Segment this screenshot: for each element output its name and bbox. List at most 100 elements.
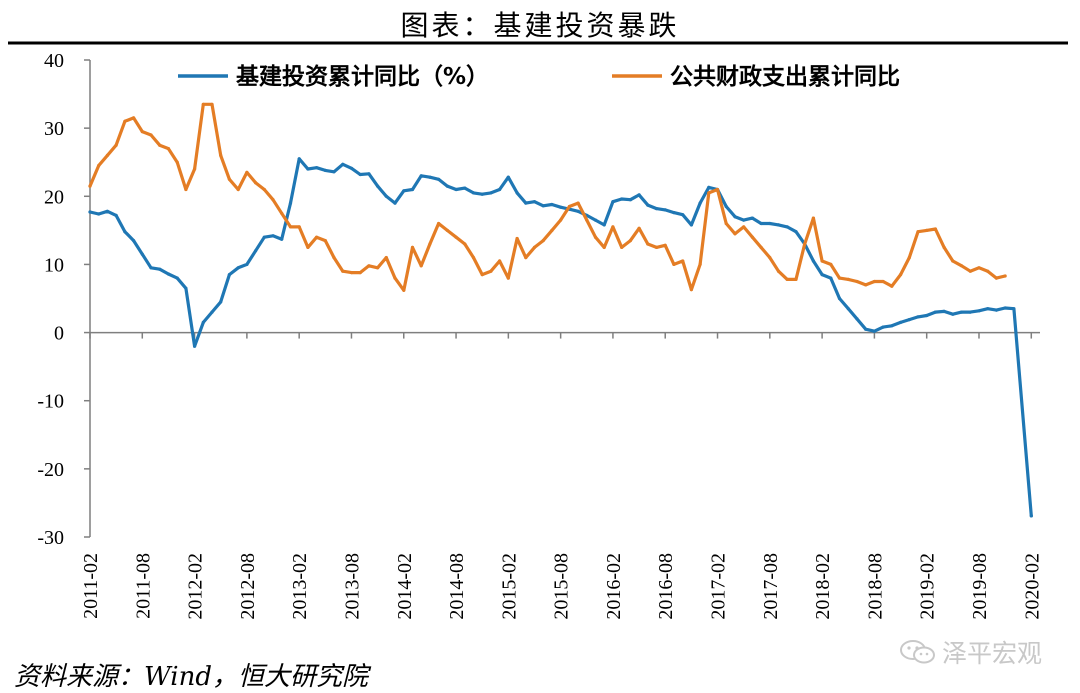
series-2-point (315, 235, 319, 239)
series-2-point (297, 225, 301, 229)
series-2-point (254, 181, 258, 185)
chart-legend: 基建投资累计同比（%） 公共财政支出累计同比 (178, 63, 900, 90)
series-1-point (227, 273, 231, 277)
series-1-point (393, 201, 397, 205)
series-1-point (837, 296, 842, 301)
series-2-point (672, 262, 676, 266)
series-2-point (776, 269, 781, 273)
x-tick-label: 2015-02 (498, 553, 520, 620)
series-1-point (1003, 306, 1007, 310)
x-tick-label: 2013-02 (289, 553, 311, 620)
series-1-point (960, 310, 964, 314)
series-1-point (437, 177, 441, 181)
series-2-point (332, 256, 336, 260)
series-2-point (933, 227, 938, 231)
series-1-point (280, 237, 284, 241)
series-2-point (899, 273, 903, 277)
x-tick-label: 2016-08 (655, 553, 677, 620)
series-1-point (489, 191, 493, 195)
series-1-point (864, 327, 868, 331)
x-tick-label: 2017-02 (708, 553, 730, 620)
series-1-point (262, 235, 266, 239)
series-2-point (445, 228, 449, 232)
series-2-point (602, 245, 606, 249)
series-1-point (663, 208, 667, 212)
series-2-point (715, 187, 720, 192)
series-1-point (193, 344, 197, 348)
series-2-point (742, 225, 746, 229)
series-1-point (925, 313, 929, 318)
y-tick-label: -10 (37, 391, 64, 413)
series-1-point (410, 187, 415, 192)
series-1-point (681, 213, 685, 217)
series-1-point (105, 209, 109, 213)
series-1-point (297, 157, 301, 161)
series-1-point (384, 194, 388, 198)
series-2-point (907, 256, 911, 260)
series-2-point (140, 130, 144, 134)
chart-series (88, 102, 1033, 518)
series-1-point (175, 276, 179, 280)
series-2-point (846, 277, 850, 281)
series-2-point (175, 160, 179, 164)
series-2-point (942, 245, 946, 249)
series-2-point (376, 266, 380, 270)
series-1-point (977, 309, 981, 313)
series-1-point (349, 166, 354, 170)
x-tick-label: 2013-08 (341, 553, 363, 620)
series-1-point (288, 201, 293, 205)
y-tick-label: 30 (44, 118, 64, 140)
series-2-point (471, 256, 476, 260)
x-tick-label: 2019-08 (969, 553, 991, 620)
x-tick-label: 2012-02 (185, 553, 207, 620)
series-2-point (541, 239, 545, 243)
series-1-point (811, 259, 816, 263)
series-1-point (219, 300, 223, 304)
series-2-point (349, 271, 354, 275)
series-2-point (193, 167, 197, 171)
series-1-point (951, 312, 955, 316)
series-2-point (811, 216, 816, 220)
series-2-point (872, 279, 877, 284)
series-2-point (393, 276, 397, 280)
series-2-point (768, 256, 772, 260)
series-1-point (986, 307, 990, 311)
series-1-point (140, 252, 144, 256)
series-1-point (881, 325, 885, 329)
series-2-point (576, 201, 580, 205)
series-2-point (994, 276, 999, 280)
series-2-point (114, 143, 118, 147)
series-1-point (1012, 307, 1016, 311)
series-1-point (210, 310, 214, 314)
series-1-point (672, 211, 676, 215)
series-2-point (794, 277, 798, 281)
series-2-point (968, 269, 972, 273)
y-tick-label: 10 (44, 254, 64, 276)
series-2-point (698, 262, 702, 266)
source-note: 资料来源：Wind，恒大研究院 (14, 662, 368, 692)
series-2-point (916, 230, 920, 234)
series-1-point (916, 315, 920, 319)
series-1-point (341, 162, 345, 166)
series-2-point (925, 228, 929, 232)
series-2-point (515, 236, 519, 241)
series-1-point (785, 225, 789, 229)
series-1-point (637, 193, 641, 197)
series-2-point (785, 277, 789, 281)
legend-label-1: 基建投资累计同比（%） (236, 63, 489, 90)
series-2-point (166, 147, 170, 151)
series-2-point (184, 187, 188, 192)
series-2-point (620, 245, 624, 249)
series-1-point (541, 204, 545, 208)
series-1-point (166, 272, 170, 276)
series-2-point (132, 116, 136, 120)
series-1-point (332, 170, 336, 174)
series-1-point (515, 191, 519, 195)
x-tick-label: 2011-08 (132, 553, 154, 619)
series-1-point (742, 218, 746, 222)
y-tick-label: -20 (37, 459, 64, 481)
x-tick-label: 2018-08 (864, 553, 886, 620)
y-tick-label: 20 (44, 186, 64, 208)
x-tick-label: 2016-02 (603, 553, 625, 620)
y-tick-label: 40 (44, 50, 64, 72)
